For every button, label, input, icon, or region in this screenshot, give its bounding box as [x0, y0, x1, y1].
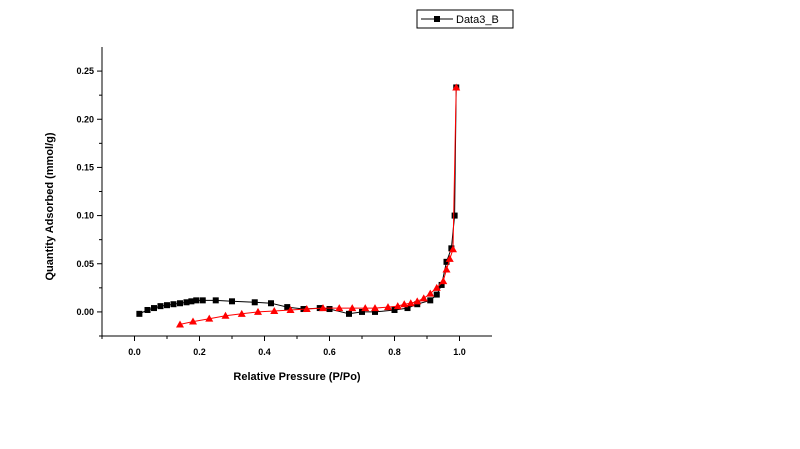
series-2-point — [348, 304, 357, 312]
series-2-point — [419, 294, 428, 302]
series-2-point — [449, 245, 457, 253]
legend-box — [416, 9, 514, 29]
y-tick-label: 0.15 — [76, 162, 94, 172]
data3-b-point — [427, 297, 434, 304]
series-2-point — [413, 297, 422, 305]
series-2-point — [406, 299, 415, 307]
data3-b-point — [359, 308, 365, 315]
series-2-point — [426, 289, 435, 297]
series-2-point — [270, 306, 279, 314]
data3-b-point — [193, 297, 200, 304]
data3-b-point — [136, 310, 143, 317]
legend: Data3_B — [416, 9, 514, 29]
data3-b-point — [346, 310, 352, 317]
x-tick-label: 0.6 — [323, 347, 336, 357]
data3-b-point — [268, 300, 274, 307]
data3-b-point — [372, 308, 378, 315]
x-tick-label: 0.8 — [388, 347, 401, 357]
series-layer — [136, 83, 461, 328]
series-2-point — [335, 304, 344, 312]
legend-square-marker — [434, 16, 440, 22]
y-axis-title: Quantity Adsorbed (mmol/g) — [44, 132, 56, 280]
data3-b-point — [404, 305, 411, 312]
series-2-point — [319, 304, 327, 312]
data3-b-point — [144, 306, 151, 313]
series-2-point — [254, 307, 262, 315]
series-2-point — [176, 320, 184, 328]
series-2-point — [400, 300, 409, 308]
plot-area: 0.0 0.2 0.4 0.6 0.8 1.0 0.000.050.100.150.200… — [76, 47, 492, 357]
series-2-point — [432, 283, 441, 291]
data3-b-point — [391, 306, 398, 313]
data3-b-point — [157, 303, 164, 310]
data3-b-point — [451, 212, 458, 219]
data3-b-point — [164, 302, 170, 309]
data3-b-point — [199, 297, 206, 304]
y-tick-label: 0.00 — [76, 307, 94, 317]
series-2-point — [189, 317, 197, 325]
data3-b-point — [177, 300, 183, 307]
x-tick-label: 0.2 — [193, 347, 206, 357]
x-tick-label: 1.0 — [453, 347, 466, 357]
series-2-point — [393, 302, 402, 310]
data3-b-point — [326, 306, 333, 313]
data3-b-point — [212, 297, 219, 304]
series-2-point — [384, 303, 392, 311]
data3-b-point — [188, 298, 195, 305]
y-tick-label: 0.20 — [76, 114, 94, 124]
series-2-point — [361, 304, 370, 312]
series-2-point — [445, 254, 454, 262]
series-2-line — [179, 87, 457, 325]
data3-b-point — [251, 299, 258, 306]
data3-b-point — [183, 299, 190, 306]
data3-b-line — [139, 87, 457, 315]
series-2-point — [237, 309, 246, 317]
series-2-point — [442, 265, 451, 273]
series-2-point — [205, 314, 214, 322]
y-tick-label: 0.25 — [76, 66, 94, 76]
data3-b-point — [433, 291, 440, 298]
x-axis-title: Relative Pressure (P/Po) — [233, 371, 361, 383]
x-tick-label: 0.4 — [258, 347, 271, 357]
data3-b-point — [170, 301, 177, 308]
legend-label-data3-b: Data3_B — [456, 14, 499, 26]
y-tick-label: 0.10 — [76, 211, 94, 221]
series-2-point — [302, 305, 311, 313]
series-2-point — [439, 277, 448, 285]
data3-b-point — [229, 298, 235, 305]
x-tick-label: 0.0 — [128, 347, 141, 357]
series-2-point — [286, 305, 295, 313]
series-2-point — [452, 83, 461, 91]
data3-b-point — [284, 304, 291, 311]
data3-b-point — [438, 281, 445, 288]
data3-b-point — [151, 305, 157, 312]
y-axis-ticks: 0.00 0.05 0.10 0.15 0.20 0.25 — [76, 66, 102, 337]
x-axis-ticks: 0.0 0.2 0.4 0.6 0.8 1.0 — [101, 336, 466, 357]
series-2-point — [221, 311, 230, 319]
series-2-point — [371, 304, 379, 312]
y-tick-label: 0.05 — [76, 259, 94, 269]
